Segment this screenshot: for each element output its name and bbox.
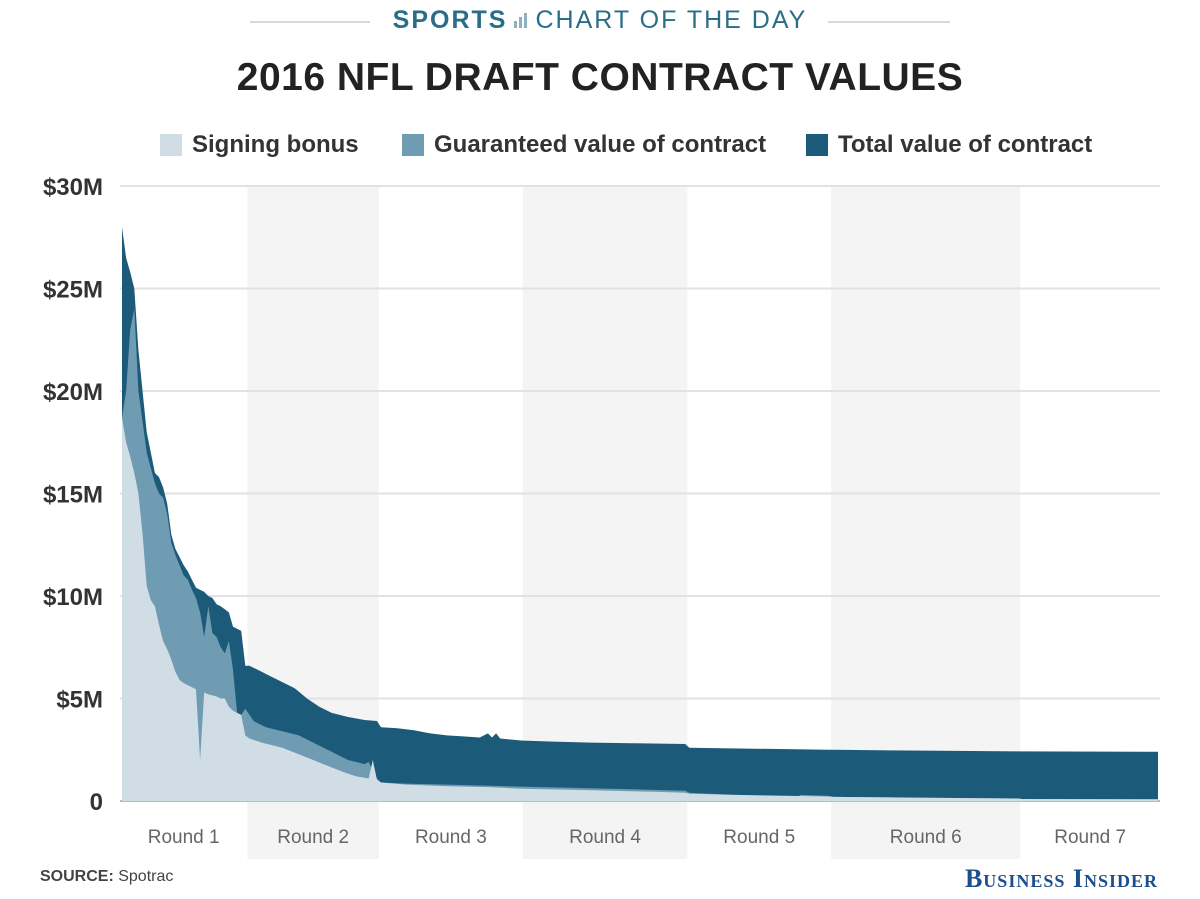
x-tick-label-round-6: Round 6 [890, 827, 962, 848]
y-tick-label: $25M [43, 277, 103, 304]
x-tick-label-round-2: Round 2 [277, 827, 349, 848]
area-chart: 0 $5M $10M $15M $20M $25M $30M Round 1 Round 2 Ro… [43, 174, 1160, 859]
y-tick-label: $10M [43, 584, 103, 611]
bar-chart-icon [513, 7, 531, 36]
chart-header: SPORTS CHART OF THE DAY [0, 4, 1200, 38]
source-note: SOURCE: Spotrac [40, 868, 173, 886]
y-tick-label: $15M [43, 482, 103, 509]
legend-item-guaranteed: Guaranteed value of contract [402, 128, 766, 162]
y-tick-label: $30M [43, 174, 103, 201]
legend-swatch-guaranteed [402, 134, 424, 156]
brand-sports: SPORTS [392, 6, 508, 34]
source-label: SOURCE: [40, 868, 114, 885]
round-band-round-6 [831, 186, 1021, 859]
legend-item-total: Total value of contract [806, 128, 1092, 162]
x-tick-label-round-3: Round 3 [415, 827, 487, 848]
x-tick-label-round-7: Round 7 [1054, 827, 1126, 848]
legend-swatch-total [806, 134, 828, 156]
x-tick-label-round-4: Round 4 [569, 827, 641, 848]
brand-chart-of-the-day: CHART OF THE DAY [535, 6, 808, 34]
legend-label-guaranteed: Guaranteed value of contract [434, 131, 767, 158]
header-brand: SPORTS CHART OF THE DAY [0, 6, 1200, 36]
legend-label-signing-bonus: Signing bonus [192, 131, 359, 158]
x-tick-label-round-5: Round 5 [723, 827, 795, 848]
header-rule-left [250, 21, 370, 23]
legend-swatch-signing-bonus [160, 134, 182, 156]
header-rule-right [828, 21, 950, 23]
source-value: Spotrac [118, 868, 174, 885]
chart-title: 2016 NFL DRAFT CONTRACT VALUES [236, 56, 964, 99]
y-tick-label: $20M [43, 379, 103, 406]
y-tick-label: $5M [56, 687, 103, 714]
y-tick-label: 0 [90, 789, 103, 816]
chart-legend: Signing bonus Guaranteed value of contra… [0, 128, 1200, 162]
x-tick-label-round-1: Round 1 [148, 827, 220, 848]
legend-item-signing-bonus: Signing bonus [160, 128, 359, 162]
legend-label-total: Total value of contract [838, 131, 1093, 158]
area-signing-bonus [122, 417, 1158, 801]
publisher-logo: Business Insider [964, 864, 1158, 893]
